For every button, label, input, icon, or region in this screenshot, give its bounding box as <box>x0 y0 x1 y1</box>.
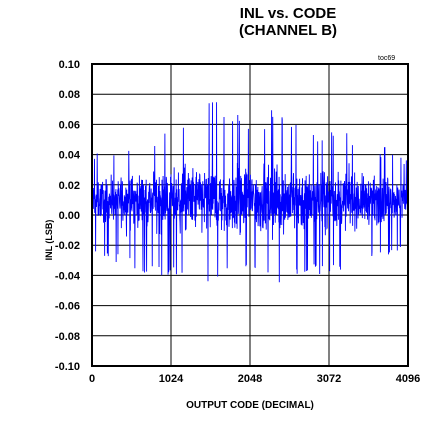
x-tick-labels: 0 1024 2048 3072 4096 <box>89 373 420 385</box>
y-tick-label: -0.02 <box>55 240 80 252</box>
y-tick-label: -0.08 <box>55 331 80 343</box>
x-tick-label: 4096 <box>396 373 420 385</box>
chart-title-line1: INL vs. CODE <box>239 5 337 22</box>
x-tick-label: 1024 <box>159 373 184 385</box>
y-tick-label: 0.04 <box>59 150 81 162</box>
y-tick-label: 0.08 <box>59 89 80 101</box>
y-tick-label: -0.10 <box>55 361 80 373</box>
chart-title-line2: (CHANNEL B) <box>238 22 338 39</box>
figure-tag: toc69 <box>378 55 396 62</box>
y-tick-label: 0.10 <box>59 59 80 71</box>
y-tick-label: 0.06 <box>59 119 80 131</box>
inl-series-line <box>91 102 409 283</box>
x-tick-label: 0 <box>89 373 95 385</box>
y-tick-label: 0.02 <box>59 180 80 192</box>
x-axis-label: OUTPUT CODE (DECIMAL) <box>186 400 314 411</box>
y-tick-label: -0.04 <box>55 270 81 282</box>
y-tick-label: 0.00 <box>59 210 80 222</box>
x-tick-label: 3072 <box>317 373 341 385</box>
x-tick-label: 2048 <box>238 373 262 385</box>
y-tick-label: -0.06 <box>55 301 80 313</box>
series-group <box>91 102 409 283</box>
plot-frame <box>91 63 409 367</box>
y-tick-labels: 0.10 0.08 0.06 0.04 0.02 0.00 -0.02 -0.04 -0.06 -… <box>55 59 81 373</box>
y-axis-label: INL (LSB) <box>44 219 54 261</box>
